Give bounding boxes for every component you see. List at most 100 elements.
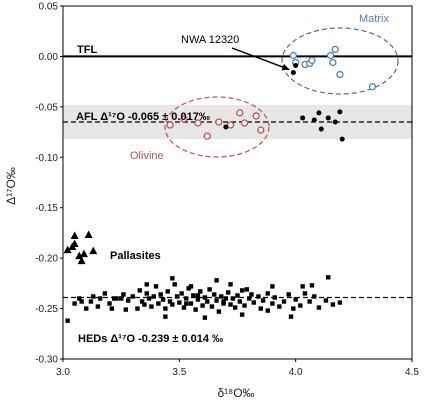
heds-point-103	[184, 301, 189, 306]
heds-point-24	[151, 294, 156, 299]
heds-point-26	[156, 301, 161, 306]
olivine-label: Olivine	[130, 150, 164, 162]
heds-point-67	[256, 294, 261, 299]
olivine-point-7	[240, 119, 249, 127]
heds-point-30	[165, 289, 170, 294]
matrix-label: Matrix	[359, 13, 389, 25]
heds-point-53	[219, 294, 224, 299]
matrix-point-4	[308, 56, 316, 65]
heds-point-96	[163, 314, 168, 319]
heds-point-4	[84, 306, 89, 311]
heds-point-56	[225, 290, 231, 295]
heds-point-92	[270, 284, 275, 289]
heds-point-91	[244, 287, 250, 292]
y-tick-label-0: 0.05	[39, 2, 59, 13]
heds-point-97	[202, 315, 208, 320]
afl-label: AFL Δ¹⁷O -0.065 ± 0.017‰	[76, 111, 210, 123]
heds-point-102	[265, 308, 270, 313]
heds-point-71	[270, 301, 275, 306]
heds-point-11	[109, 306, 115, 311]
heds-point-99	[288, 314, 294, 319]
nwa-arrow-head	[281, 63, 290, 71]
heds-point-37	[181, 305, 187, 310]
heds-point-89	[214, 278, 219, 283]
heds-point-38	[184, 296, 189, 301]
heds-point-69	[260, 298, 266, 303]
heds-point-66	[251, 300, 256, 305]
heds-point-2	[77, 296, 82, 301]
heds-point-55	[223, 296, 229, 301]
matrix-point-5	[326, 51, 335, 60]
olivine-point-8	[252, 112, 260, 120]
hed-label: HEDs Δ¹⁷O -0.239 ± 0.014 ‰	[78, 333, 223, 345]
heds-point-95	[326, 275, 331, 280]
heds-point-7	[95, 304, 101, 309]
heds-point-88	[188, 284, 194, 289]
x-tick-label-1: 3.5	[172, 367, 186, 378]
heds-point-58	[230, 296, 236, 301]
heds-point-43	[195, 297, 201, 302]
heds-point-40	[188, 301, 194, 306]
heds-point-77	[293, 297, 298, 302]
heds-point-93	[300, 284, 305, 289]
pallasites-point-2	[70, 239, 79, 248]
heds-point-27	[158, 292, 163, 297]
heds-point-44	[198, 289, 203, 294]
nwa12320-point-3	[300, 115, 306, 121]
heds-point-16	[130, 294, 135, 299]
heds-point-5	[88, 299, 94, 304]
heds-point-46	[202, 295, 208, 300]
heds-point-0	[65, 318, 70, 323]
matrix-point-9	[368, 83, 377, 91]
heds-point-32	[170, 302, 175, 307]
heds-point-75	[286, 292, 291, 297]
heds-point-87	[170, 276, 175, 281]
heds-point-64	[246, 296, 252, 301]
heds-point-79	[302, 291, 308, 296]
pallasites-point-3	[70, 231, 79, 239]
heds-point-105	[195, 293, 201, 298]
heds-point-94	[309, 283, 315, 288]
olivine-point-6	[236, 109, 244, 117]
y-tick-label-6: -0.25	[35, 304, 58, 315]
heds-point-10	[107, 301, 112, 306]
nwa12320-point-9	[337, 109, 343, 115]
heds-point-21	[144, 291, 149, 296]
olivine-ellipse	[164, 96, 270, 158]
heds-point-49	[209, 304, 215, 309]
heds-point-9	[102, 291, 108, 296]
heds-point-61	[237, 299, 243, 304]
heds-point-29	[163, 306, 168, 311]
matrix-ellipse	[281, 27, 399, 95]
heds-point-50	[212, 292, 217, 297]
heds-point-68	[258, 306, 263, 311]
heds-point-36	[179, 291, 184, 296]
pallasites-point-8	[89, 246, 98, 255]
pallasites-label: Pallasites	[110, 250, 161, 262]
nwa12320-point-1	[293, 63, 299, 69]
x-axis-title: δ¹⁸O‰	[217, 386, 254, 400]
heds-point-23	[149, 304, 154, 309]
heds-point-1	[72, 301, 77, 306]
heds-point-31	[167, 299, 173, 304]
heds-point-98	[239, 312, 245, 317]
x-tick-label-3: 4.5	[405, 367, 419, 378]
matrix-point-0	[289, 51, 297, 60]
tfl-label: TFL	[77, 44, 97, 56]
olivine-point-9	[257, 126, 265, 134]
heds-point-8	[98, 296, 103, 301]
heds-point-14	[121, 292, 126, 297]
heds-point-74	[281, 299, 287, 304]
heds-point-28	[160, 297, 166, 302]
heds-point-19	[139, 299, 145, 304]
nwa12320-point-7	[325, 115, 331, 121]
olivine-point-3	[203, 132, 211, 140]
heds-point-83	[323, 298, 329, 303]
matrix-point-7	[331, 45, 339, 54]
nwa-arrow-shaft	[231, 47, 290, 71]
olivine-point-0	[166, 121, 174, 129]
heds-point-48	[207, 287, 212, 292]
heds-point-12	[114, 296, 119, 301]
